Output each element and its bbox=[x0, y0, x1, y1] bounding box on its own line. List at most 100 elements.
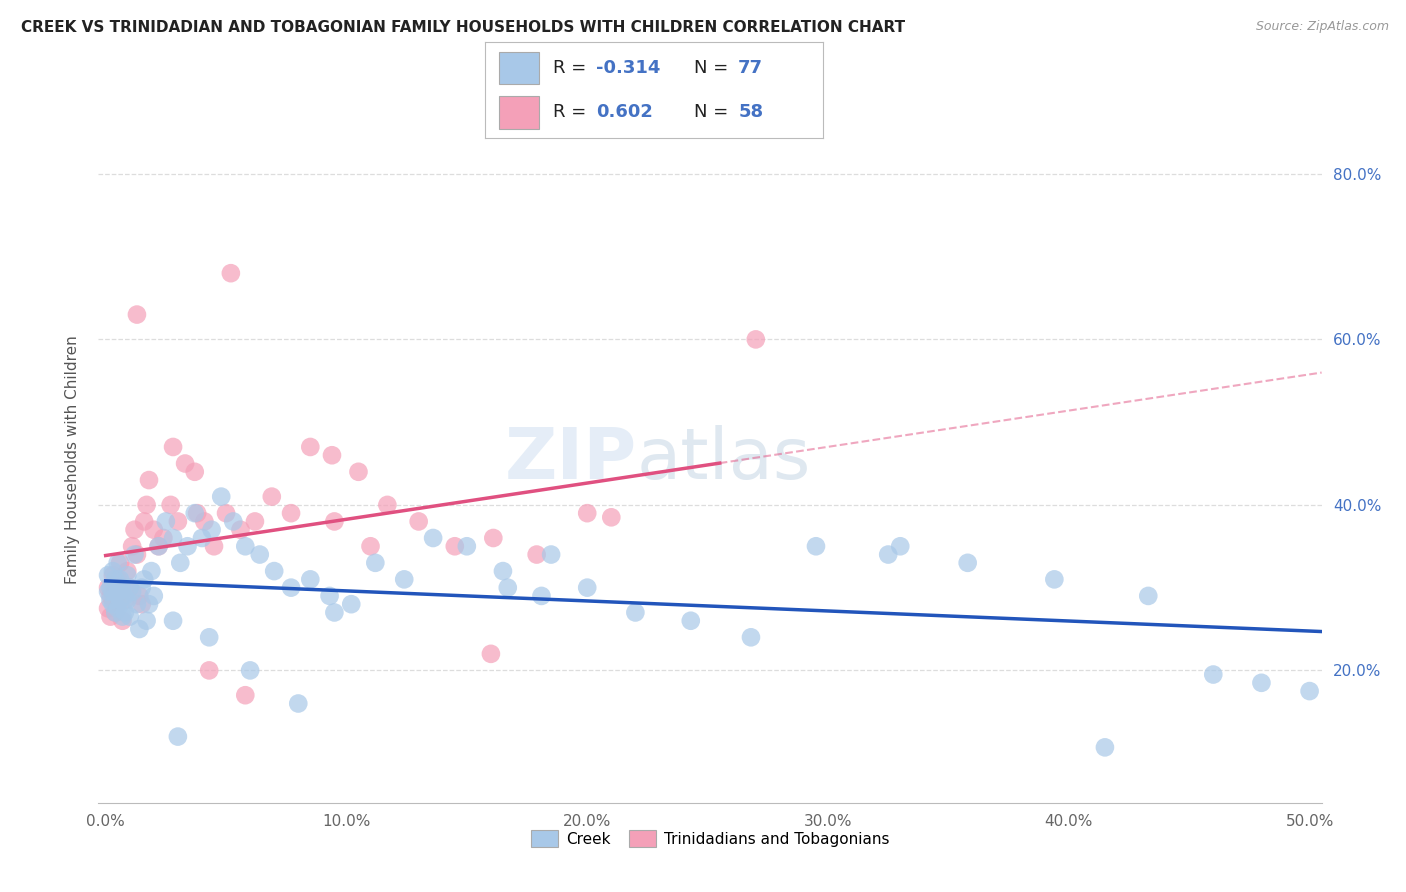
Text: -0.314: -0.314 bbox=[596, 59, 661, 77]
Point bbox=[167, 515, 190, 529]
Text: 58: 58 bbox=[738, 103, 763, 121]
Point bbox=[479, 647, 502, 661]
Point bbox=[600, 510, 623, 524]
Point bbox=[107, 573, 129, 587]
Point bbox=[176, 539, 198, 553]
Point bbox=[125, 548, 148, 562]
Point bbox=[186, 506, 208, 520]
Point bbox=[155, 515, 177, 529]
Point bbox=[422, 531, 444, 545]
Point bbox=[101, 597, 124, 611]
Point bbox=[745, 332, 768, 346]
Point bbox=[347, 465, 370, 479]
Point bbox=[184, 506, 207, 520]
Point bbox=[321, 448, 343, 462]
Text: N =: N = bbox=[695, 103, 734, 121]
Point bbox=[152, 531, 174, 545]
Point bbox=[323, 606, 346, 620]
Point bbox=[1137, 589, 1160, 603]
Text: CREEK VS TRINIDADIAN AND TOBAGONIAN FAMILY HOUSEHOLDS WITH CHILDREN CORRELATION : CREEK VS TRINIDADIAN AND TOBAGONIAN FAMI… bbox=[21, 20, 905, 35]
Point bbox=[97, 568, 120, 582]
Point bbox=[889, 539, 911, 553]
Point bbox=[496, 581, 519, 595]
Point bbox=[492, 564, 515, 578]
Point bbox=[128, 589, 150, 603]
Legend: Creek, Trinidadians and Tobagonians: Creek, Trinidadians and Tobagonians bbox=[524, 823, 896, 854]
Point bbox=[118, 609, 141, 624]
Point bbox=[117, 568, 139, 582]
Point bbox=[114, 593, 136, 607]
Point bbox=[340, 597, 363, 611]
Point bbox=[107, 597, 129, 611]
Point bbox=[299, 440, 322, 454]
Point bbox=[200, 523, 222, 537]
Point bbox=[142, 589, 165, 603]
Text: R =: R = bbox=[553, 103, 592, 121]
Point bbox=[249, 548, 271, 562]
Point bbox=[243, 515, 266, 529]
Point bbox=[260, 490, 283, 504]
Point bbox=[229, 523, 252, 537]
Point bbox=[141, 564, 163, 578]
Point bbox=[576, 581, 599, 595]
Point bbox=[443, 539, 465, 553]
Point bbox=[107, 601, 129, 615]
Point bbox=[222, 515, 245, 529]
Point bbox=[540, 548, 562, 562]
Point bbox=[101, 593, 124, 607]
Point bbox=[1043, 573, 1066, 587]
Point bbox=[318, 589, 340, 603]
Point bbox=[104, 606, 127, 620]
Point bbox=[111, 609, 134, 624]
Point bbox=[576, 506, 599, 520]
Text: atlas: atlas bbox=[637, 425, 811, 494]
Point bbox=[239, 664, 262, 678]
Point bbox=[233, 539, 256, 553]
Point bbox=[159, 498, 181, 512]
Point bbox=[456, 539, 478, 553]
Point bbox=[134, 573, 156, 587]
Point bbox=[111, 581, 134, 595]
Text: R =: R = bbox=[553, 59, 592, 77]
Text: 77: 77 bbox=[738, 59, 763, 77]
Point bbox=[135, 498, 157, 512]
Point bbox=[142, 523, 165, 537]
Point bbox=[114, 606, 136, 620]
Point bbox=[100, 609, 122, 624]
Point bbox=[1202, 667, 1225, 681]
FancyBboxPatch shape bbox=[499, 95, 538, 128]
Point bbox=[134, 515, 156, 529]
Text: N =: N = bbox=[695, 59, 734, 77]
Point bbox=[148, 539, 170, 553]
Y-axis label: Family Households with Children: Family Households with Children bbox=[65, 335, 80, 583]
Point bbox=[530, 589, 553, 603]
Point bbox=[184, 465, 207, 479]
Point bbox=[131, 597, 153, 611]
Point bbox=[108, 556, 131, 570]
Point bbox=[138, 473, 160, 487]
Point bbox=[956, 556, 979, 570]
Point bbox=[104, 606, 127, 620]
Point bbox=[219, 266, 242, 280]
Point bbox=[1094, 740, 1116, 755]
Point bbox=[107, 584, 129, 599]
Point bbox=[101, 584, 124, 599]
Point bbox=[128, 622, 150, 636]
Point bbox=[740, 630, 762, 644]
Point bbox=[100, 593, 122, 607]
Point bbox=[394, 573, 416, 587]
Point bbox=[280, 581, 302, 595]
Point bbox=[121, 584, 143, 599]
Point bbox=[124, 548, 146, 562]
Point bbox=[263, 564, 285, 578]
Point bbox=[100, 589, 122, 603]
Point bbox=[408, 515, 430, 529]
Point bbox=[1298, 684, 1320, 698]
Point bbox=[97, 584, 120, 599]
Text: 0.602: 0.602 bbox=[596, 103, 654, 121]
Point bbox=[804, 539, 827, 553]
Point bbox=[679, 614, 702, 628]
Point bbox=[162, 531, 184, 545]
Point bbox=[191, 531, 214, 545]
Point bbox=[360, 539, 382, 553]
